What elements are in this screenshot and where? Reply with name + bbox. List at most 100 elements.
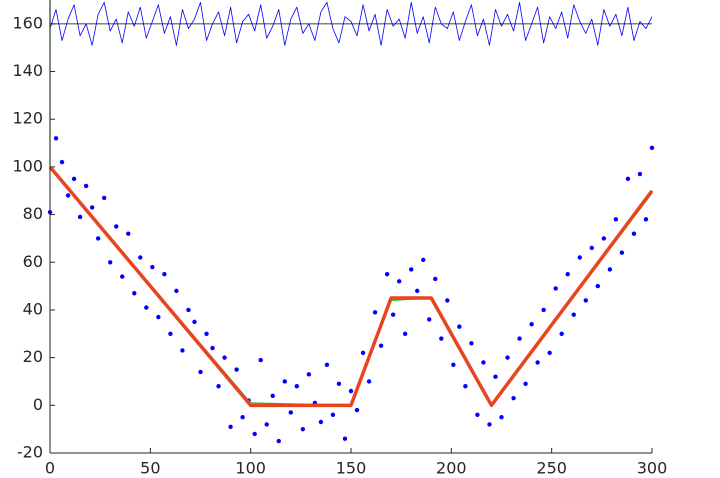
x-tick-label: 50 [140,459,160,478]
data-point [421,257,426,263]
data-point [487,422,492,427]
data-point [162,271,167,277]
y-tick-label: 120 [12,109,43,128]
data-point [637,171,643,177]
data-point [276,438,281,444]
y-tick-label: 140 [12,61,43,80]
data-point [240,415,245,420]
x-tick-label: 300 [637,459,668,478]
data-point [643,217,649,222]
x-tick-label: 250 [536,459,567,478]
data-point [631,231,637,236]
data-point [384,271,390,277]
data-point [270,393,275,398]
data-point [511,395,516,401]
data-point [535,360,540,365]
data-point [89,205,95,210]
data-point [505,355,510,360]
data-point [378,343,384,348]
data-point [366,379,372,384]
data-point [222,355,227,360]
y-tick-label: 100 [12,156,43,175]
data-point [390,312,396,317]
y-tick-label: -20 [17,443,43,462]
y-tick-label: 40 [23,299,43,318]
y-tick-label: 160 [12,13,43,32]
data-point [168,331,173,336]
data-point [372,310,378,315]
y-tick-label: 60 [23,252,43,271]
data-point [330,412,336,418]
data-point [517,336,522,341]
y-tick-label: 0 [33,395,43,414]
data-point [409,267,414,272]
data-point [433,276,438,282]
data-point [481,360,486,365]
data-point [396,279,402,284]
data-point [427,317,432,322]
data-point [210,345,215,351]
data-point [204,331,209,336]
data-point [114,224,119,229]
data-point [83,183,89,189]
data-point [613,217,619,222]
data-point [541,307,546,313]
data-point [198,369,203,375]
data-point [577,255,582,260]
data-point [595,283,601,289]
y-tick-label: 20 [23,347,43,366]
data-point [324,362,330,367]
data-point [108,260,113,265]
data-point [53,136,59,141]
data-point [529,322,534,327]
data-point [186,307,191,313]
data-point [150,264,155,270]
data-point [571,312,576,317]
data-point [95,236,101,241]
data-point [499,415,504,420]
data-point [457,324,462,329]
data-point [65,193,71,198]
data-point [300,426,306,432]
x-tick-label: 150 [336,459,367,478]
data-point [282,379,287,384]
data-point [192,319,197,325]
data-point [336,381,342,387]
data-point [101,195,107,201]
data-point [625,176,631,182]
data-point [258,357,263,363]
data-point [589,245,594,251]
data-point [439,336,444,341]
y-tick-label: 80 [23,204,43,223]
data-point [156,314,161,320]
data-point [120,274,125,279]
data-point [174,288,179,294]
data-point [180,348,185,353]
x-tick-label: 100 [235,459,266,478]
data-point [264,422,269,427]
data-point [288,410,293,415]
data-point [228,424,233,429]
data-point [415,288,420,294]
data-point [559,331,564,336]
data-point [649,145,655,151]
data-point [469,341,474,346]
plot-area [50,0,652,453]
data-point [523,381,528,387]
data-point [360,350,366,356]
data-point [132,291,137,296]
data-point [59,159,65,165]
series-line [48,165,654,408]
data-point [547,350,552,356]
data-point [463,384,468,389]
x-tick-label: 0 [45,459,55,478]
data-point [445,298,450,303]
data-point [144,305,149,310]
data-point [252,431,257,437]
data-point [126,231,131,236]
data-point [216,384,221,389]
data-point [71,176,77,182]
data-point [607,267,613,272]
